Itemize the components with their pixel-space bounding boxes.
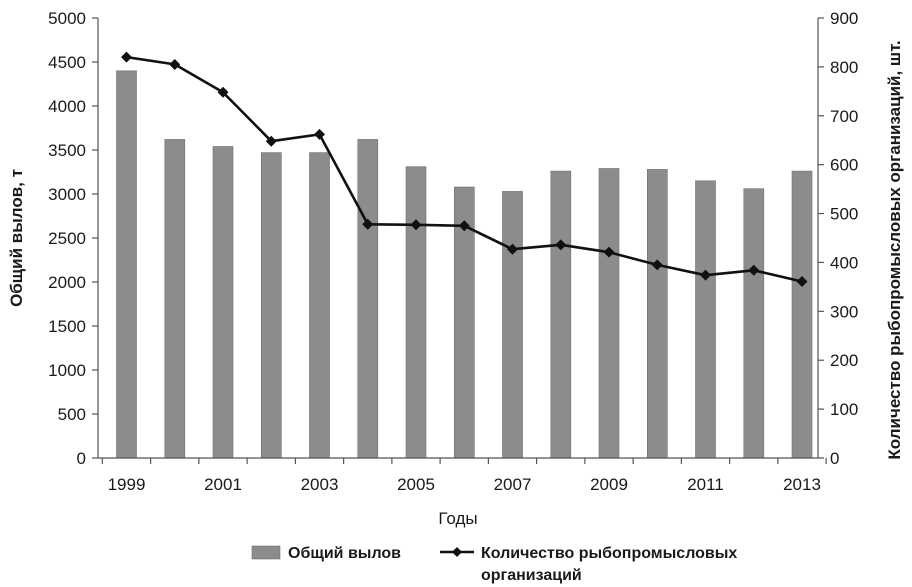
bar [260,152,282,459]
y-left-tick-label: 4500 [48,53,86,72]
bar [116,70,137,459]
axes: 0500100015002000250030003500400045005000… [48,9,858,494]
y-right-tick-label: 100 [830,400,858,419]
y-left-tick-label: 4000 [48,97,86,116]
y-right-tick-label: 800 [830,58,858,77]
line-point-marker [121,51,132,63]
y-right-tick-label: 0 [830,449,839,468]
legend-bar-swatch [251,545,281,560]
line-series-organizations [121,51,808,288]
y-right-tick-label: 200 [830,351,858,370]
bar [405,166,427,459]
x-tick-label: 2009 [590,475,628,494]
y-left-tick-label: 1500 [48,317,86,336]
y-axis-right-title: Количество рыбопромысловых организаций, … [885,40,904,459]
legend-line-label-line1: Количество рыбопромысловых [481,545,737,562]
y-axis-left-title: Общий вылов, т [7,169,26,307]
line-point-marker [169,58,181,70]
line-point-marker [362,218,374,230]
y-right-tick-label: 900 [830,9,858,28]
x-tick-label: 2011 [687,475,724,494]
line-point-marker [217,86,229,98]
x-tick-label: 2003 [301,475,339,494]
legend-line-marker [452,547,462,557]
x-tick-label: 2005 [397,475,435,494]
y-right-tick-label: 300 [830,302,858,321]
bar-series-total-catch [116,70,813,459]
bar [164,139,186,459]
x-tick-label: 1999 [108,475,146,494]
line-point-marker [458,220,470,232]
y-left-tick-label: 0 [77,449,86,468]
line-point-marker [314,128,325,140]
line-point-marker [603,246,615,258]
line-point-marker [651,259,663,271]
bar [212,146,234,459]
y-right-tick-label: 400 [830,253,858,272]
y-left-tick-label: 500 [58,405,86,424]
bar [791,170,813,459]
line-point-marker [700,269,711,281]
y-left-tick-label: 5000 [48,9,86,28]
y-left-tick-label: 3500 [48,141,86,160]
legend-line-label-line2: организаций [481,567,582,584]
y-left-tick-label: 2000 [48,273,86,292]
bar [646,169,668,459]
x-tick-label: 2007 [494,475,532,494]
bar [357,139,379,459]
bar [598,168,620,459]
y-left-tick-label: 2500 [48,229,86,248]
x-tick-label: 2013 [783,475,821,494]
bar [550,170,572,459]
line-point-marker [796,276,808,288]
y-left-tick-label: 3000 [48,185,86,204]
y-right-tick-label: 700 [830,107,858,126]
x-axis-title: Годы [438,509,477,528]
y-left-tick-label: 1000 [48,361,86,380]
line-point-marker [507,243,518,255]
bar [502,191,523,459]
line-point-marker [410,219,422,231]
line-point-marker [265,135,277,147]
y-right-tick-label: 600 [830,156,858,175]
bar [309,152,330,459]
legend: Общий вылов Количество рыбопромысловых о… [251,545,737,584]
y-right-tick-label: 500 [830,205,858,224]
line-point-marker [555,239,567,251]
x-tick-label: 2001 [204,475,242,494]
bar [743,188,765,459]
bar [695,180,716,459]
legend-bar-label: Общий вылов [288,545,401,562]
line-point-marker [748,264,760,276]
